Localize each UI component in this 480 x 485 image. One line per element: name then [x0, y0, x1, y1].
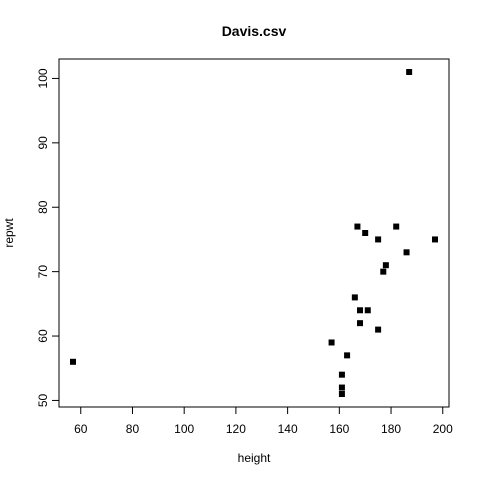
data-point	[406, 69, 413, 75]
data-point	[364, 307, 371, 314]
data-point	[393, 223, 400, 230]
plot-box	[58, 58, 450, 408]
data-point	[432, 236, 438, 243]
x-tick-label: 80	[126, 422, 140, 436]
data-point	[357, 320, 364, 327]
x-tick-label: 160	[329, 422, 349, 436]
y-tick-label: 70	[36, 265, 50, 279]
chart-title: Davis.csv	[222, 23, 287, 39]
y-tick-label: 90	[36, 136, 50, 150]
data-point	[375, 236, 382, 243]
x-axis: 60 80 100 120 140 160 180 200	[74, 407, 453, 436]
data-point	[338, 384, 345, 391]
data-point	[403, 249, 410, 256]
y-tick-label: 50	[36, 393, 50, 407]
x-tick-label: 180	[381, 422, 401, 436]
data-point	[362, 230, 369, 236]
data-point	[357, 307, 364, 314]
data-point	[380, 268, 387, 275]
data-point	[338, 371, 345, 378]
data-point	[351, 294, 358, 301]
data-point	[70, 358, 76, 365]
data-point	[338, 391, 345, 397]
y-axis-label: repwt	[2, 218, 16, 248]
data-point	[354, 223, 361, 230]
y-axis: 50 60 70 80 90 100	[36, 68, 59, 407]
x-tick-label: 100	[174, 422, 194, 436]
x-tick-label: 120	[226, 422, 246, 436]
x-tick-label: 140	[278, 422, 298, 436]
x-axis-label: height	[238, 451, 271, 465]
data-points	[70, 69, 438, 397]
y-tick-label: 80	[36, 200, 50, 214]
x-tick-label: 60	[74, 422, 88, 436]
data-point	[328, 339, 335, 346]
data-point	[382, 262, 389, 269]
x-tick-label: 200	[433, 422, 453, 436]
data-point	[375, 326, 382, 333]
y-tick-label: 60	[36, 329, 50, 343]
data-point	[344, 352, 351, 359]
y-tick-label: 100	[36, 68, 50, 88]
